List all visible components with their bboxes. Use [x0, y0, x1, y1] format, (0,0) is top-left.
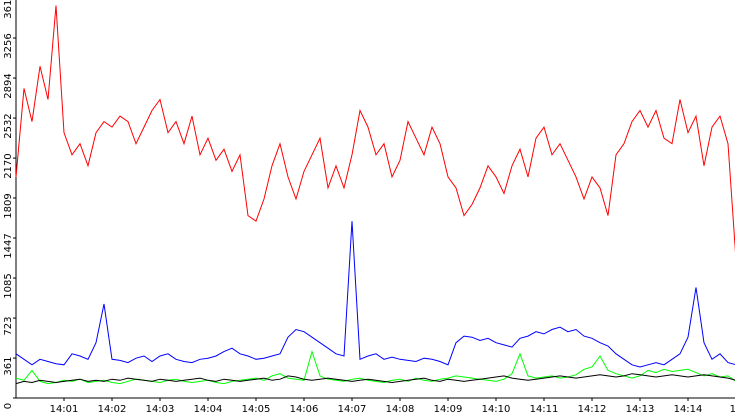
- x-tick-label: 14:02: [98, 404, 127, 415]
- series-line: [15, 5, 735, 253]
- y-tick-label: 2170: [3, 153, 14, 178]
- y-tick-label: 361: [3, 357, 14, 376]
- x-tick-label: 14:05: [242, 404, 271, 415]
- y-tick-label: 1809: [3, 193, 14, 218]
- x-tick-label: 14: [730, 404, 735, 415]
- x-tick-label: 14:14: [674, 404, 703, 415]
- x-tick-label: 14:09: [434, 404, 463, 415]
- y-tick-label: 1085: [3, 273, 14, 298]
- y-tick-label: 3618: [3, 0, 14, 19]
- y-tick-label: 3256: [3, 33, 14, 58]
- x-tick-label: 14:06: [290, 404, 319, 415]
- y-tick-label: 1447: [3, 233, 14, 258]
- x-tick-label: 14:08: [386, 404, 415, 415]
- y-tick-label: 723: [3, 317, 14, 336]
- x-tick-label: 14:12: [578, 404, 607, 415]
- y-tick-label: 2894: [3, 73, 14, 98]
- x-tick-label: 14:13: [626, 404, 655, 415]
- x-tick-label: 14:11: [530, 404, 559, 415]
- x-tick-label: 14:10: [482, 404, 511, 415]
- series-line: [15, 373, 735, 385]
- series-line: [15, 221, 735, 368]
- x-tick-label: 14:01: [50, 404, 79, 415]
- x-tick-label: 14:07: [338, 404, 367, 415]
- x-tick-label: 14:04: [194, 404, 223, 415]
- x-tick-label: 14:03: [146, 404, 175, 415]
- y-tick-label: 2532: [3, 113, 14, 138]
- y-tick-label: 0: [3, 403, 14, 409]
